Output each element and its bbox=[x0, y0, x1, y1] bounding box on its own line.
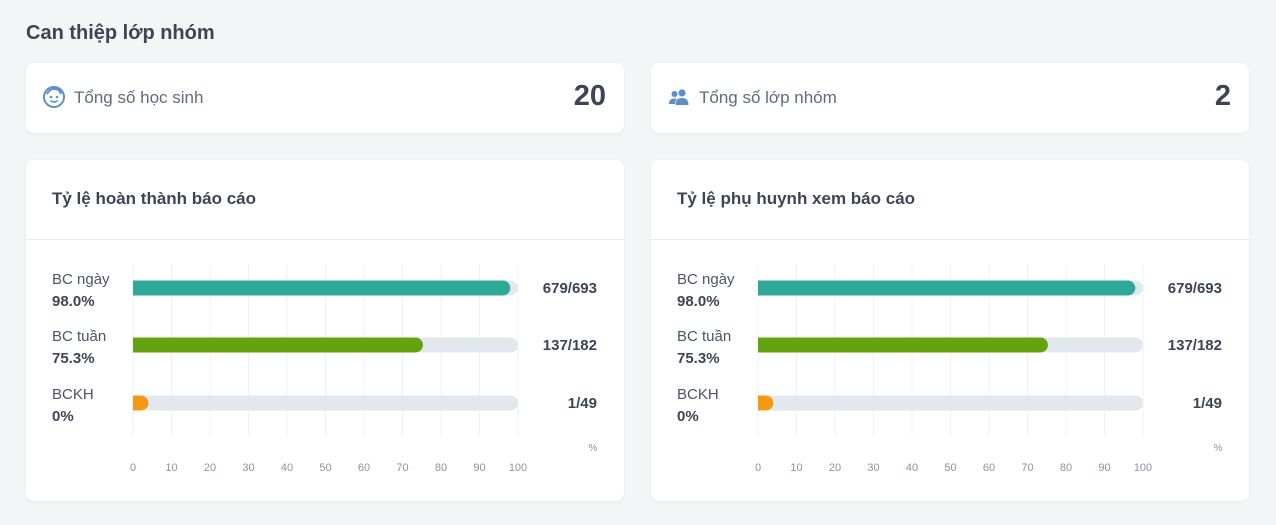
x-unit-label: % bbox=[1214, 443, 1223, 454]
x-tick-label: 0 bbox=[755, 462, 761, 474]
bar-left-cap bbox=[133, 280, 141, 296]
chart-card-completion: Tỷ lệ hoàn thành báo cáo 0 10 20 30 40 50 60 70… bbox=[26, 160, 624, 501]
bar bbox=[758, 280, 1136, 296]
count-label: 1/49 bbox=[568, 395, 597, 412]
x-tick-label: 100 bbox=[509, 462, 527, 474]
x-tick-label: 10 bbox=[790, 462, 802, 474]
completion-bar-chart: 0 10 20 30 40 50 60 70 80 90 100% BC ngày 98.0% 679/6… bbox=[52, 265, 598, 474]
divider bbox=[651, 239, 1249, 240]
count-label: 679/693 bbox=[543, 280, 597, 297]
x-tick-label: 20 bbox=[829, 462, 841, 474]
count-label: 679/693 bbox=[1168, 280, 1222, 297]
x-unit-label: % bbox=[589, 443, 598, 454]
bar-left-cap bbox=[133, 337, 141, 353]
x-tick-label: 30 bbox=[242, 462, 254, 474]
bar-left-cap bbox=[758, 337, 766, 353]
group-users-icon bbox=[667, 85, 691, 109]
bar bbox=[758, 337, 1048, 353]
percent-label: 0% bbox=[677, 408, 699, 425]
x-tick-label: 60 bbox=[358, 462, 370, 474]
bar-left-cap bbox=[758, 395, 766, 411]
chart-title: Tỷ lệ phụ huynh xem báo cáo bbox=[677, 189, 916, 208]
bar-left-cap bbox=[133, 395, 141, 411]
category-label: BCKH bbox=[677, 386, 719, 403]
bar bbox=[133, 337, 423, 353]
bar-left-cap bbox=[758, 280, 766, 296]
bar-track bbox=[758, 395, 1143, 411]
category-label: BC tuần bbox=[677, 328, 731, 345]
parent-view-bar-chart: 0 10 20 30 40 50 60 70 80 90 100% BC ngày 98.0% 679/6… bbox=[677, 265, 1223, 474]
x-tick-label: 10 bbox=[165, 462, 177, 474]
x-tick-label: 70 bbox=[1021, 462, 1033, 474]
x-tick-label: 70 bbox=[396, 462, 408, 474]
stat-label: Tổng số học sinh bbox=[74, 88, 204, 107]
stat-value: 20 bbox=[573, 80, 606, 112]
x-tick-label: 100 bbox=[1134, 462, 1152, 474]
x-tick-label: 90 bbox=[473, 462, 485, 474]
stat-value: 2 bbox=[1214, 80, 1231, 112]
x-tick-label: 80 bbox=[435, 462, 447, 474]
chart-card-parent-view: Tỷ lệ phụ huynh xem báo cáo 0 10 20 30 40 50 6… bbox=[651, 160, 1249, 501]
percent-label: 98.0% bbox=[52, 293, 95, 310]
x-tick-label: 20 bbox=[204, 462, 216, 474]
category-label: BC ngày bbox=[677, 271, 735, 288]
x-tick-label: 50 bbox=[319, 462, 331, 474]
x-tick-label: 40 bbox=[281, 462, 293, 474]
percent-label: 75.3% bbox=[677, 350, 720, 367]
category-label: BCKH bbox=[52, 386, 94, 403]
x-tick-label: 40 bbox=[906, 462, 918, 474]
page-title: Can thiệp lớp nhóm bbox=[26, 22, 215, 44]
x-tick-label: 30 bbox=[867, 462, 879, 474]
divider bbox=[26, 239, 624, 240]
x-tick-label: 0 bbox=[130, 462, 136, 474]
stat-card-students: Tổng số học sinh 20 bbox=[26, 63, 624, 133]
percent-label: 98.0% bbox=[677, 293, 720, 310]
count-label: 1/49 bbox=[1193, 395, 1222, 412]
child-face-icon bbox=[42, 85, 66, 109]
stat-card-groups: Tổng số lớp nhóm 2 bbox=[651, 63, 1249, 133]
x-tick-label: 50 bbox=[944, 462, 956, 474]
percent-label: 75.3% bbox=[52, 350, 95, 367]
count-label: 137/182 bbox=[543, 337, 597, 354]
x-tick-label: 60 bbox=[983, 462, 995, 474]
bar-track bbox=[133, 395, 518, 411]
category-label: BC ngày bbox=[52, 271, 110, 288]
x-tick-label: 80 bbox=[1060, 462, 1072, 474]
bar bbox=[133, 280, 511, 296]
count-label: 137/182 bbox=[1168, 337, 1222, 354]
stat-label: Tổng số lớp nhóm bbox=[699, 88, 837, 107]
chart-title: Tỷ lệ hoàn thành báo cáo bbox=[52, 189, 257, 208]
category-label: BC tuần bbox=[52, 328, 106, 345]
x-tick-label: 90 bbox=[1098, 462, 1110, 474]
percent-label: 0% bbox=[52, 408, 74, 425]
